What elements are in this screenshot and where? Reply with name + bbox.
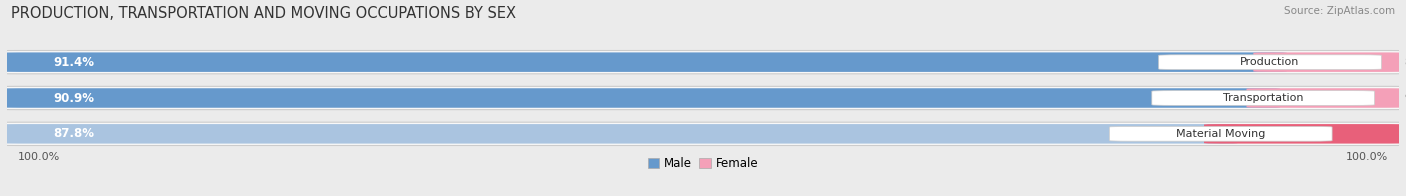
FancyBboxPatch shape [0, 122, 1406, 145]
Text: 100.0%: 100.0% [18, 152, 60, 162]
FancyBboxPatch shape [1204, 124, 1406, 144]
Legend: Male, Female: Male, Female [648, 157, 758, 170]
Text: 90.9%: 90.9% [53, 92, 94, 104]
Text: 9.1%: 9.1% [1405, 92, 1406, 104]
FancyBboxPatch shape [1, 52, 1286, 72]
FancyBboxPatch shape [1109, 126, 1331, 141]
Text: Transportation: Transportation [1223, 93, 1303, 103]
Text: Production: Production [1240, 57, 1299, 67]
FancyBboxPatch shape [1159, 55, 1382, 70]
Text: PRODUCTION, TRANSPORTATION AND MOVING OCCUPATIONS BY SEX: PRODUCTION, TRANSPORTATION AND MOVING OC… [11, 6, 516, 21]
Text: Material Moving: Material Moving [1175, 129, 1265, 139]
FancyBboxPatch shape [0, 86, 1406, 110]
Text: 91.4%: 91.4% [53, 56, 94, 69]
Text: 87.8%: 87.8% [53, 127, 94, 140]
FancyBboxPatch shape [1, 124, 1237, 144]
FancyBboxPatch shape [1152, 91, 1375, 105]
Text: Source: ZipAtlas.com: Source: ZipAtlas.com [1284, 6, 1395, 16]
Text: 100.0%: 100.0% [1346, 152, 1388, 162]
FancyBboxPatch shape [1253, 52, 1405, 72]
FancyBboxPatch shape [1, 88, 1279, 108]
FancyBboxPatch shape [1247, 88, 1405, 108]
FancyBboxPatch shape [0, 51, 1406, 74]
Text: 8.6%: 8.6% [1405, 56, 1406, 69]
